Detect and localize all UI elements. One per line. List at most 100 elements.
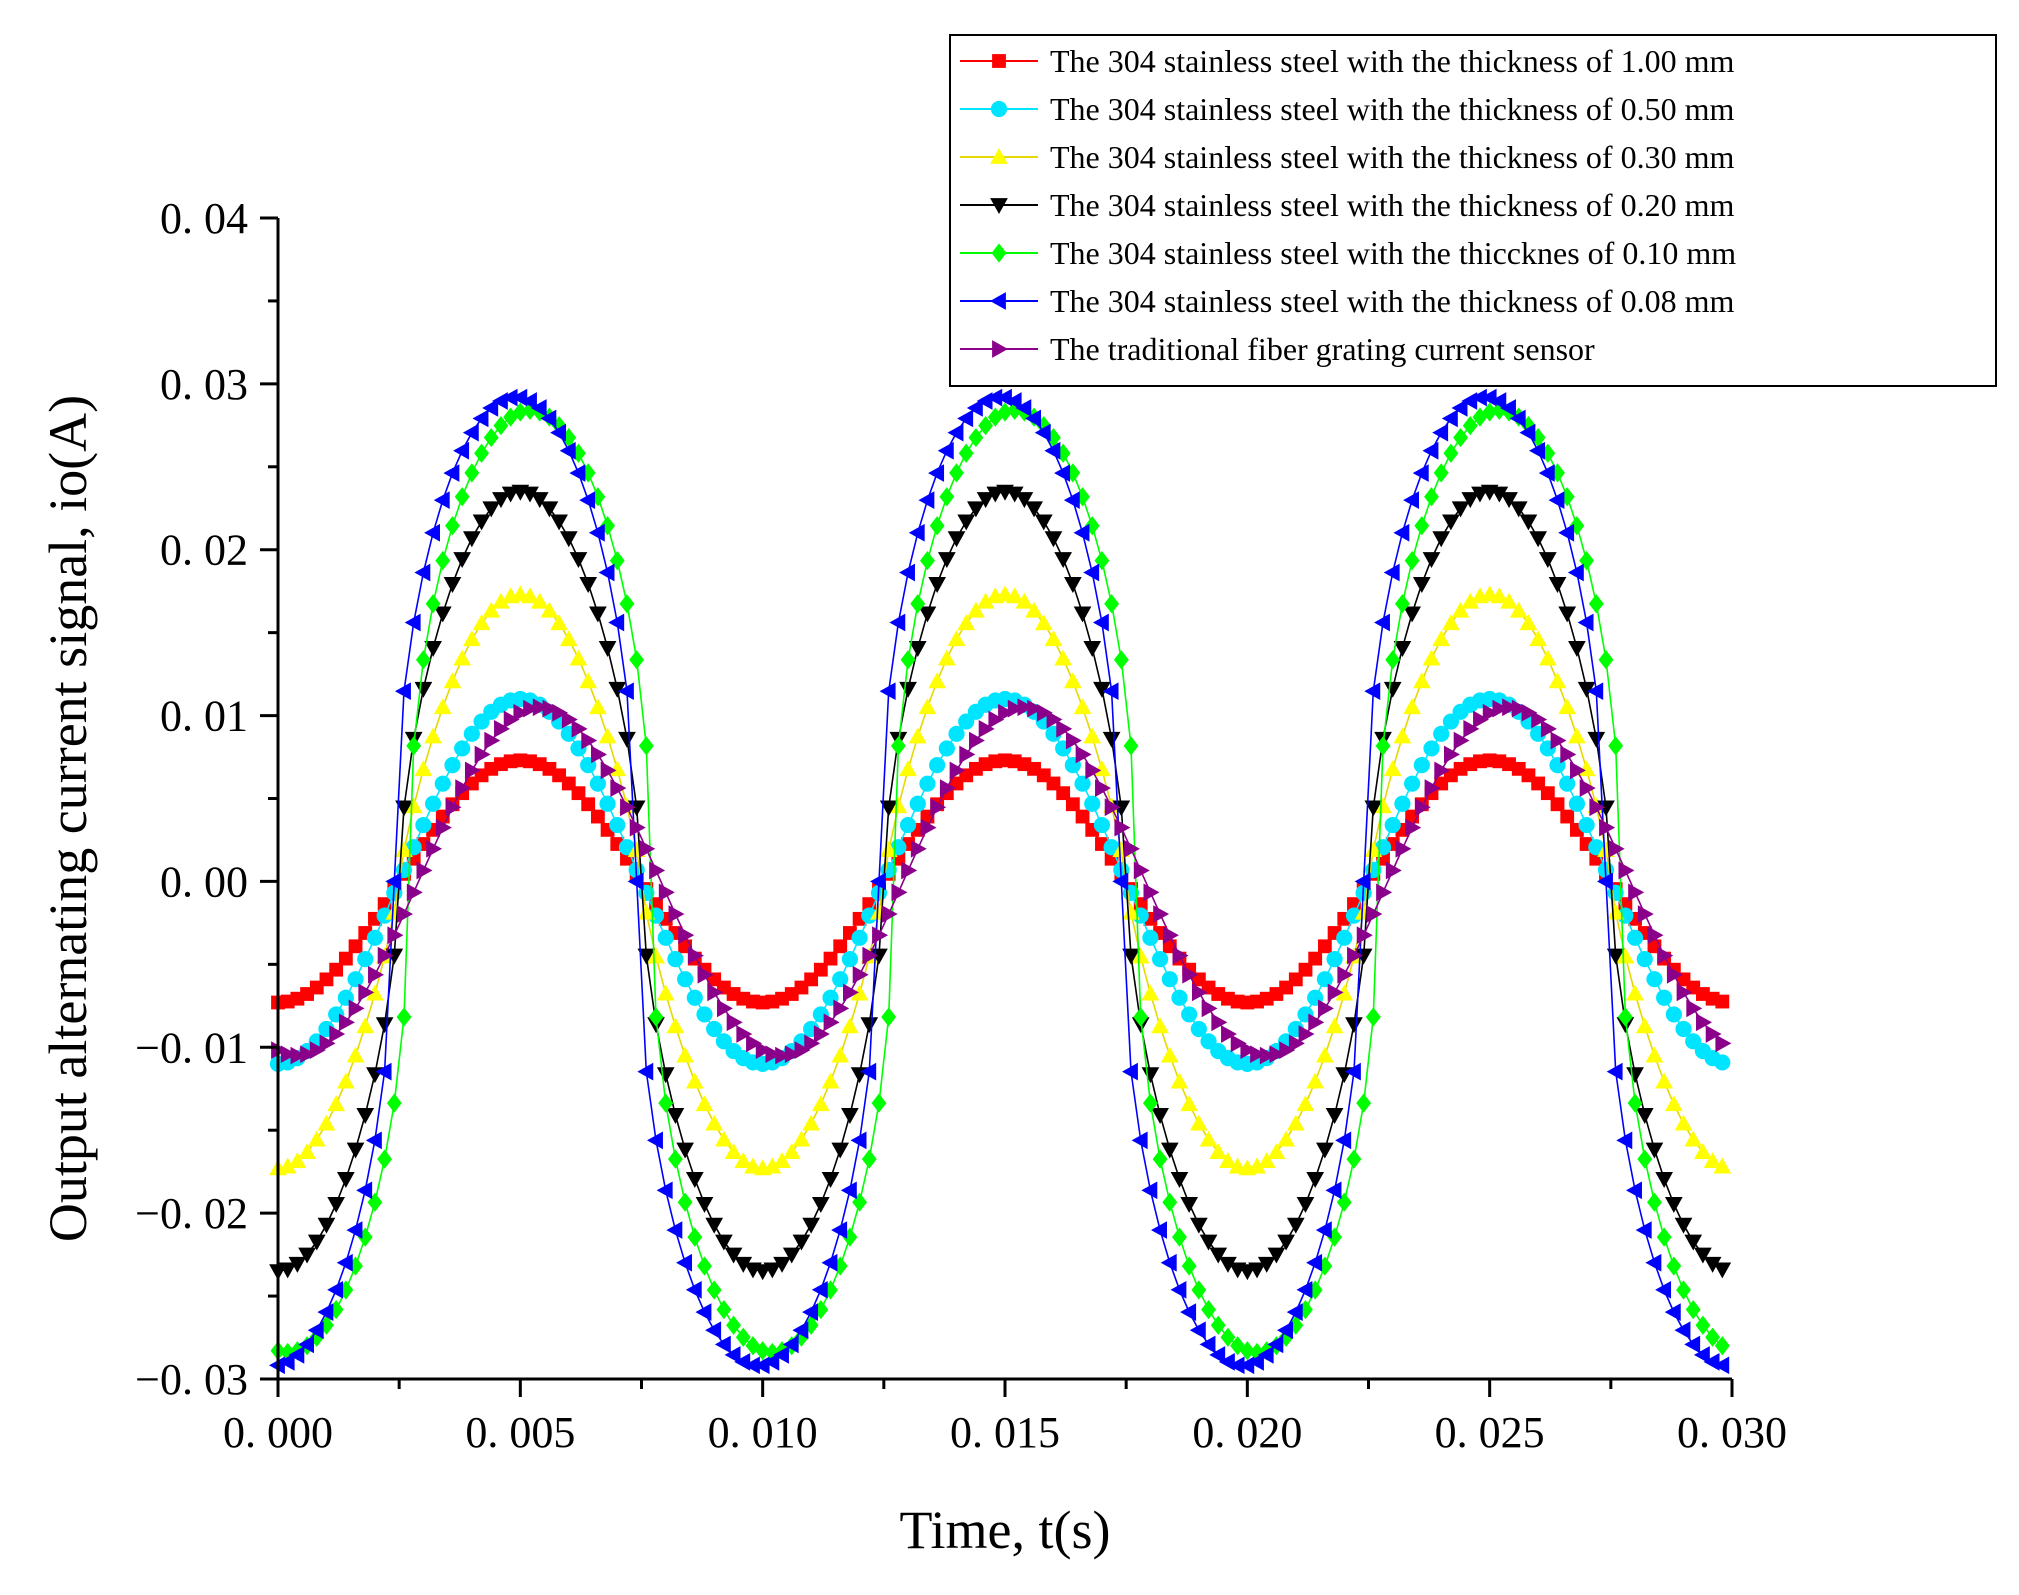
series-5-point — [687, 1227, 703, 1247]
series-3-point — [1064, 672, 1082, 689]
series-1-point — [590, 809, 605, 824]
series-7-point — [901, 861, 918, 880]
series-3-point — [1131, 947, 1150, 964]
series-4-point — [346, 1142, 365, 1159]
series-3-point — [1228, 1157, 1247, 1174]
series-7-point — [1143, 883, 1160, 902]
series-5-point — [1210, 1315, 1226, 1335]
series-4-point — [763, 1262, 782, 1279]
series-4-point — [356, 1108, 375, 1124]
series-2-point — [1190, 1020, 1207, 1038]
series-5 — [270, 400, 1730, 1363]
series-3-point — [569, 649, 588, 666]
series-3-point — [908, 727, 927, 744]
series-3-point — [802, 1114, 820, 1131]
series-6-point — [327, 1280, 344, 1299]
series-5-point — [415, 650, 431, 670]
series-3-point — [540, 601, 559, 618]
series-6-point — [773, 1346, 789, 1364]
series-3-point — [685, 1072, 704, 1089]
series-2-point — [1084, 795, 1101, 812]
series-7-point — [1463, 719, 1480, 738]
series-4-point — [1064, 577, 1082, 593]
series-7-point — [1327, 983, 1344, 1002]
series-3-point — [656, 984, 675, 1001]
series-5-point — [638, 736, 654, 756]
series-6-point — [1412, 464, 1429, 482]
series-3-point — [1364, 841, 1383, 857]
series-2-point — [347, 971, 364, 988]
series-4-point — [278, 1262, 297, 1279]
series-3-point — [1141, 984, 1160, 1001]
series-3-point — [1509, 601, 1528, 618]
series-5-point — [445, 516, 460, 536]
series-6-point — [1073, 523, 1090, 542]
series-4-point — [1558, 606, 1577, 623]
series-4-point — [463, 531, 481, 548]
series-6-point — [1674, 1321, 1691, 1340]
series-3-point — [1558, 698, 1577, 715]
series-6-point — [1393, 523, 1410, 542]
series-7-point — [600, 761, 617, 780]
series-2-point — [1559, 775, 1576, 792]
series-3-point — [1393, 727, 1412, 744]
series-7-point — [1531, 710, 1548, 729]
series-7-point — [387, 926, 404, 945]
series-4-point — [298, 1247, 316, 1264]
series-2-point — [1413, 757, 1430, 774]
series-4-point — [937, 552, 956, 569]
series-4-point — [1190, 1217, 1208, 1234]
series-4-point — [1238, 1264, 1257, 1281]
series-3-point — [1005, 587, 1024, 604]
series-6-point — [307, 1321, 324, 1340]
series-5-point — [619, 594, 635, 614]
series-7-point — [1414, 798, 1431, 817]
series-4-point — [792, 1234, 811, 1251]
series-4-point — [666, 1108, 685, 1124]
y-tick-label: −0. 03 — [135, 1355, 248, 1404]
series-7-point — [1366, 905, 1383, 923]
series-7-point — [358, 983, 375, 1002]
series-7-point — [1589, 798, 1606, 817]
series-3-point — [337, 1072, 355, 1089]
series-6-point — [356, 1181, 373, 1200]
series-4-point — [773, 1256, 791, 1273]
series-5-point — [1365, 1007, 1381, 1027]
series-2-point — [1423, 740, 1440, 757]
series-1 — [271, 753, 1730, 1010]
series-7-point — [1521, 703, 1538, 722]
series-6-point — [1567, 563, 1584, 582]
series-5-point — [1685, 1299, 1701, 1320]
series-3-point — [937, 649, 956, 666]
series-7-point — [998, 703, 1015, 722]
series-2-point — [463, 725, 480, 742]
series-4-point — [637, 948, 656, 965]
series-4-point — [1684, 1234, 1703, 1251]
series-4-point — [1694, 1247, 1712, 1264]
series-6-point — [918, 491, 935, 509]
series-2-point — [1171, 989, 1188, 1006]
series-3-point — [947, 630, 966, 647]
series-4-point — [579, 577, 598, 593]
series-2-point — [1675, 1020, 1692, 1038]
series-7-point — [1511, 699, 1528, 718]
series-5-point — [1588, 594, 1604, 614]
series-4-point — [986, 486, 1005, 503]
series-5-point — [1375, 736, 1391, 756]
series-6-point — [666, 1221, 683, 1239]
series-6-point — [617, 682, 634, 701]
series-7-point — [746, 1034, 763, 1053]
series-7-point — [338, 1013, 355, 1032]
series-4-point — [1538, 552, 1557, 569]
series-5-point — [1172, 1227, 1187, 1247]
series-3-point — [666, 1017, 685, 1034]
series-7-point — [1259, 1046, 1276, 1065]
series-4-point — [1568, 641, 1586, 657]
series-3-point — [1568, 727, 1586, 744]
series-7-point — [590, 745, 607, 764]
series-7-point — [1095, 779, 1111, 797]
series-6-point — [1325, 1181, 1342, 1200]
series-3-point — [598, 727, 617, 744]
series-7-point — [416, 861, 433, 880]
series-4-point — [443, 577, 462, 593]
